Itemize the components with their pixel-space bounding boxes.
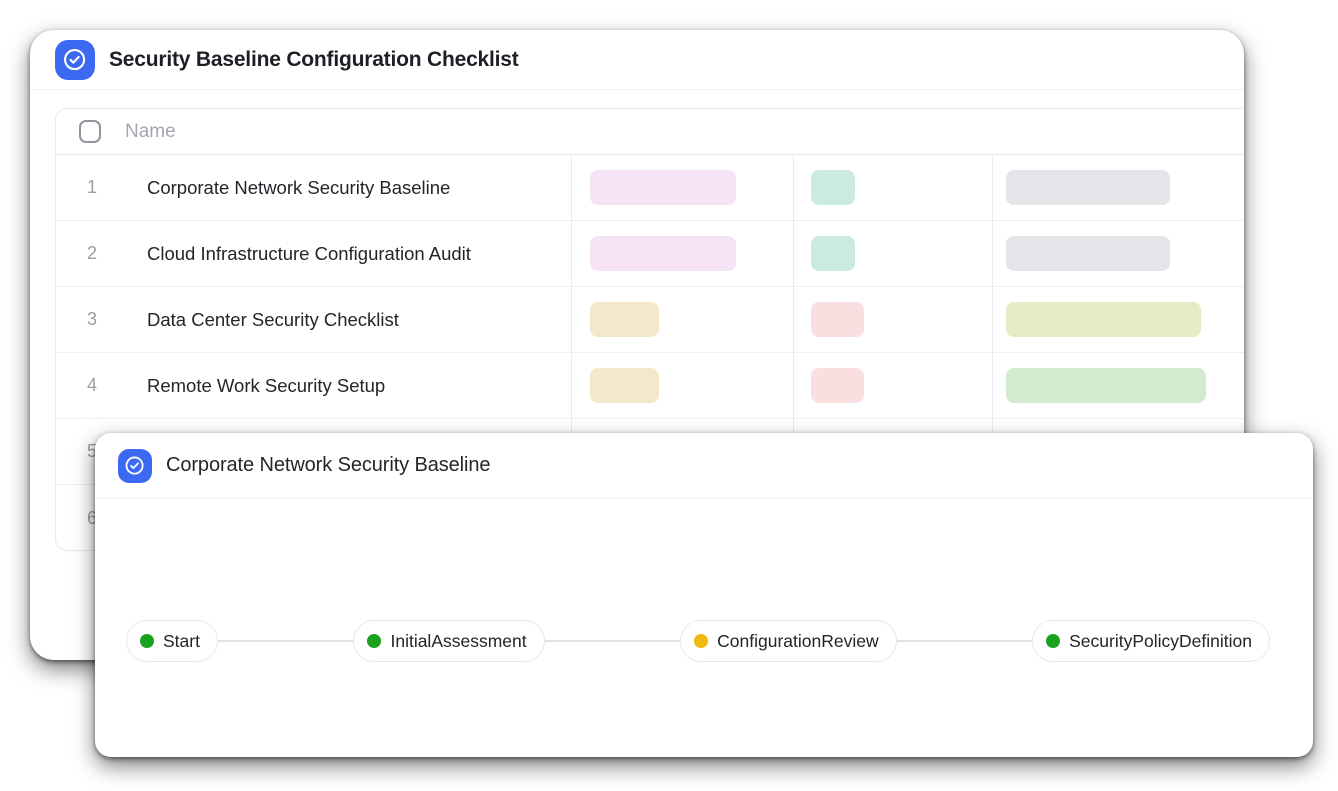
node-label: InitialAssessment xyxy=(390,630,527,651)
row-number: 6 xyxy=(86,507,97,528)
workflow-node-configuration-review[interactable]: ConfigurationReview xyxy=(680,620,897,662)
row-number: 3 xyxy=(86,309,97,329)
workflow-canvas: Start InitialAssessment ConfigurationRev… xyxy=(126,620,1270,662)
status-badge[interactable] xyxy=(1006,236,1170,271)
node-label: ConfigurationReview xyxy=(717,630,879,651)
status-badge[interactable] xyxy=(590,368,659,403)
select-all-checkbox[interactable] xyxy=(79,120,101,143)
status-badge[interactable] xyxy=(811,368,864,403)
detail-title: Corporate Network Security Baseline xyxy=(166,454,491,476)
status-dot xyxy=(140,634,154,648)
status-dot xyxy=(367,634,382,648)
row-name[interactable]: Cloud Infrastructure Configuration Audit xyxy=(147,242,471,264)
workflow-node-initial-assessment[interactable]: InitialAssessment xyxy=(353,620,545,662)
status-badge[interactable] xyxy=(811,170,855,205)
table-row[interactable]: 1 Corporate Network Security Baseline xyxy=(56,155,1244,221)
node-label: SecurityPolicyDefinition xyxy=(1069,630,1252,651)
table-row[interactable]: 4 Remote Work Security Setup xyxy=(56,353,1244,419)
check-circle-icon xyxy=(118,448,152,483)
status-badge[interactable] xyxy=(590,236,736,271)
row-name[interactable]: Data Center Security Checklist xyxy=(147,308,399,330)
status-badge[interactable] xyxy=(1006,368,1206,403)
node-label: Start xyxy=(163,630,200,651)
status-dot xyxy=(694,634,709,648)
detail-window-header: Corporate Network Security Baseline xyxy=(95,433,1313,499)
status-badge[interactable] xyxy=(1006,170,1170,205)
row-number: 5 xyxy=(86,441,97,461)
status-badge[interactable] xyxy=(590,170,736,205)
row-number: 2 xyxy=(86,243,97,263)
page-title: Security Baseline Configuration Checklis… xyxy=(109,47,519,71)
status-badge[interactable] xyxy=(590,302,659,337)
table-row[interactable]: 2 Cloud Infrastructure Configuration Aud… xyxy=(56,221,1244,287)
status-badge[interactable] xyxy=(811,302,864,337)
detail-window: Corporate Network Security Baseline Star… xyxy=(95,433,1313,757)
workflow-node-start[interactable]: Start xyxy=(126,620,218,662)
workflow-node-security-policy-definition[interactable]: SecurityPolicyDefinition xyxy=(1032,620,1270,662)
status-dot xyxy=(1046,634,1061,648)
row-name[interactable]: Remote Work Security Setup xyxy=(147,374,386,396)
table-header-row: Name xyxy=(56,109,1244,155)
row-name[interactable]: Corporate Network Security Baseline xyxy=(147,176,451,198)
status-badge[interactable] xyxy=(1006,302,1201,337)
table-row[interactable]: 3 Data Center Security Checklist xyxy=(56,287,1244,353)
checklist-window-header: Security Baseline Configuration Checklis… xyxy=(30,30,1244,90)
name-column-header: Name xyxy=(125,120,176,142)
status-badge[interactable] xyxy=(811,236,855,271)
check-circle-icon xyxy=(55,39,95,80)
row-number: 4 xyxy=(86,375,97,395)
row-number: 1 xyxy=(86,177,97,197)
